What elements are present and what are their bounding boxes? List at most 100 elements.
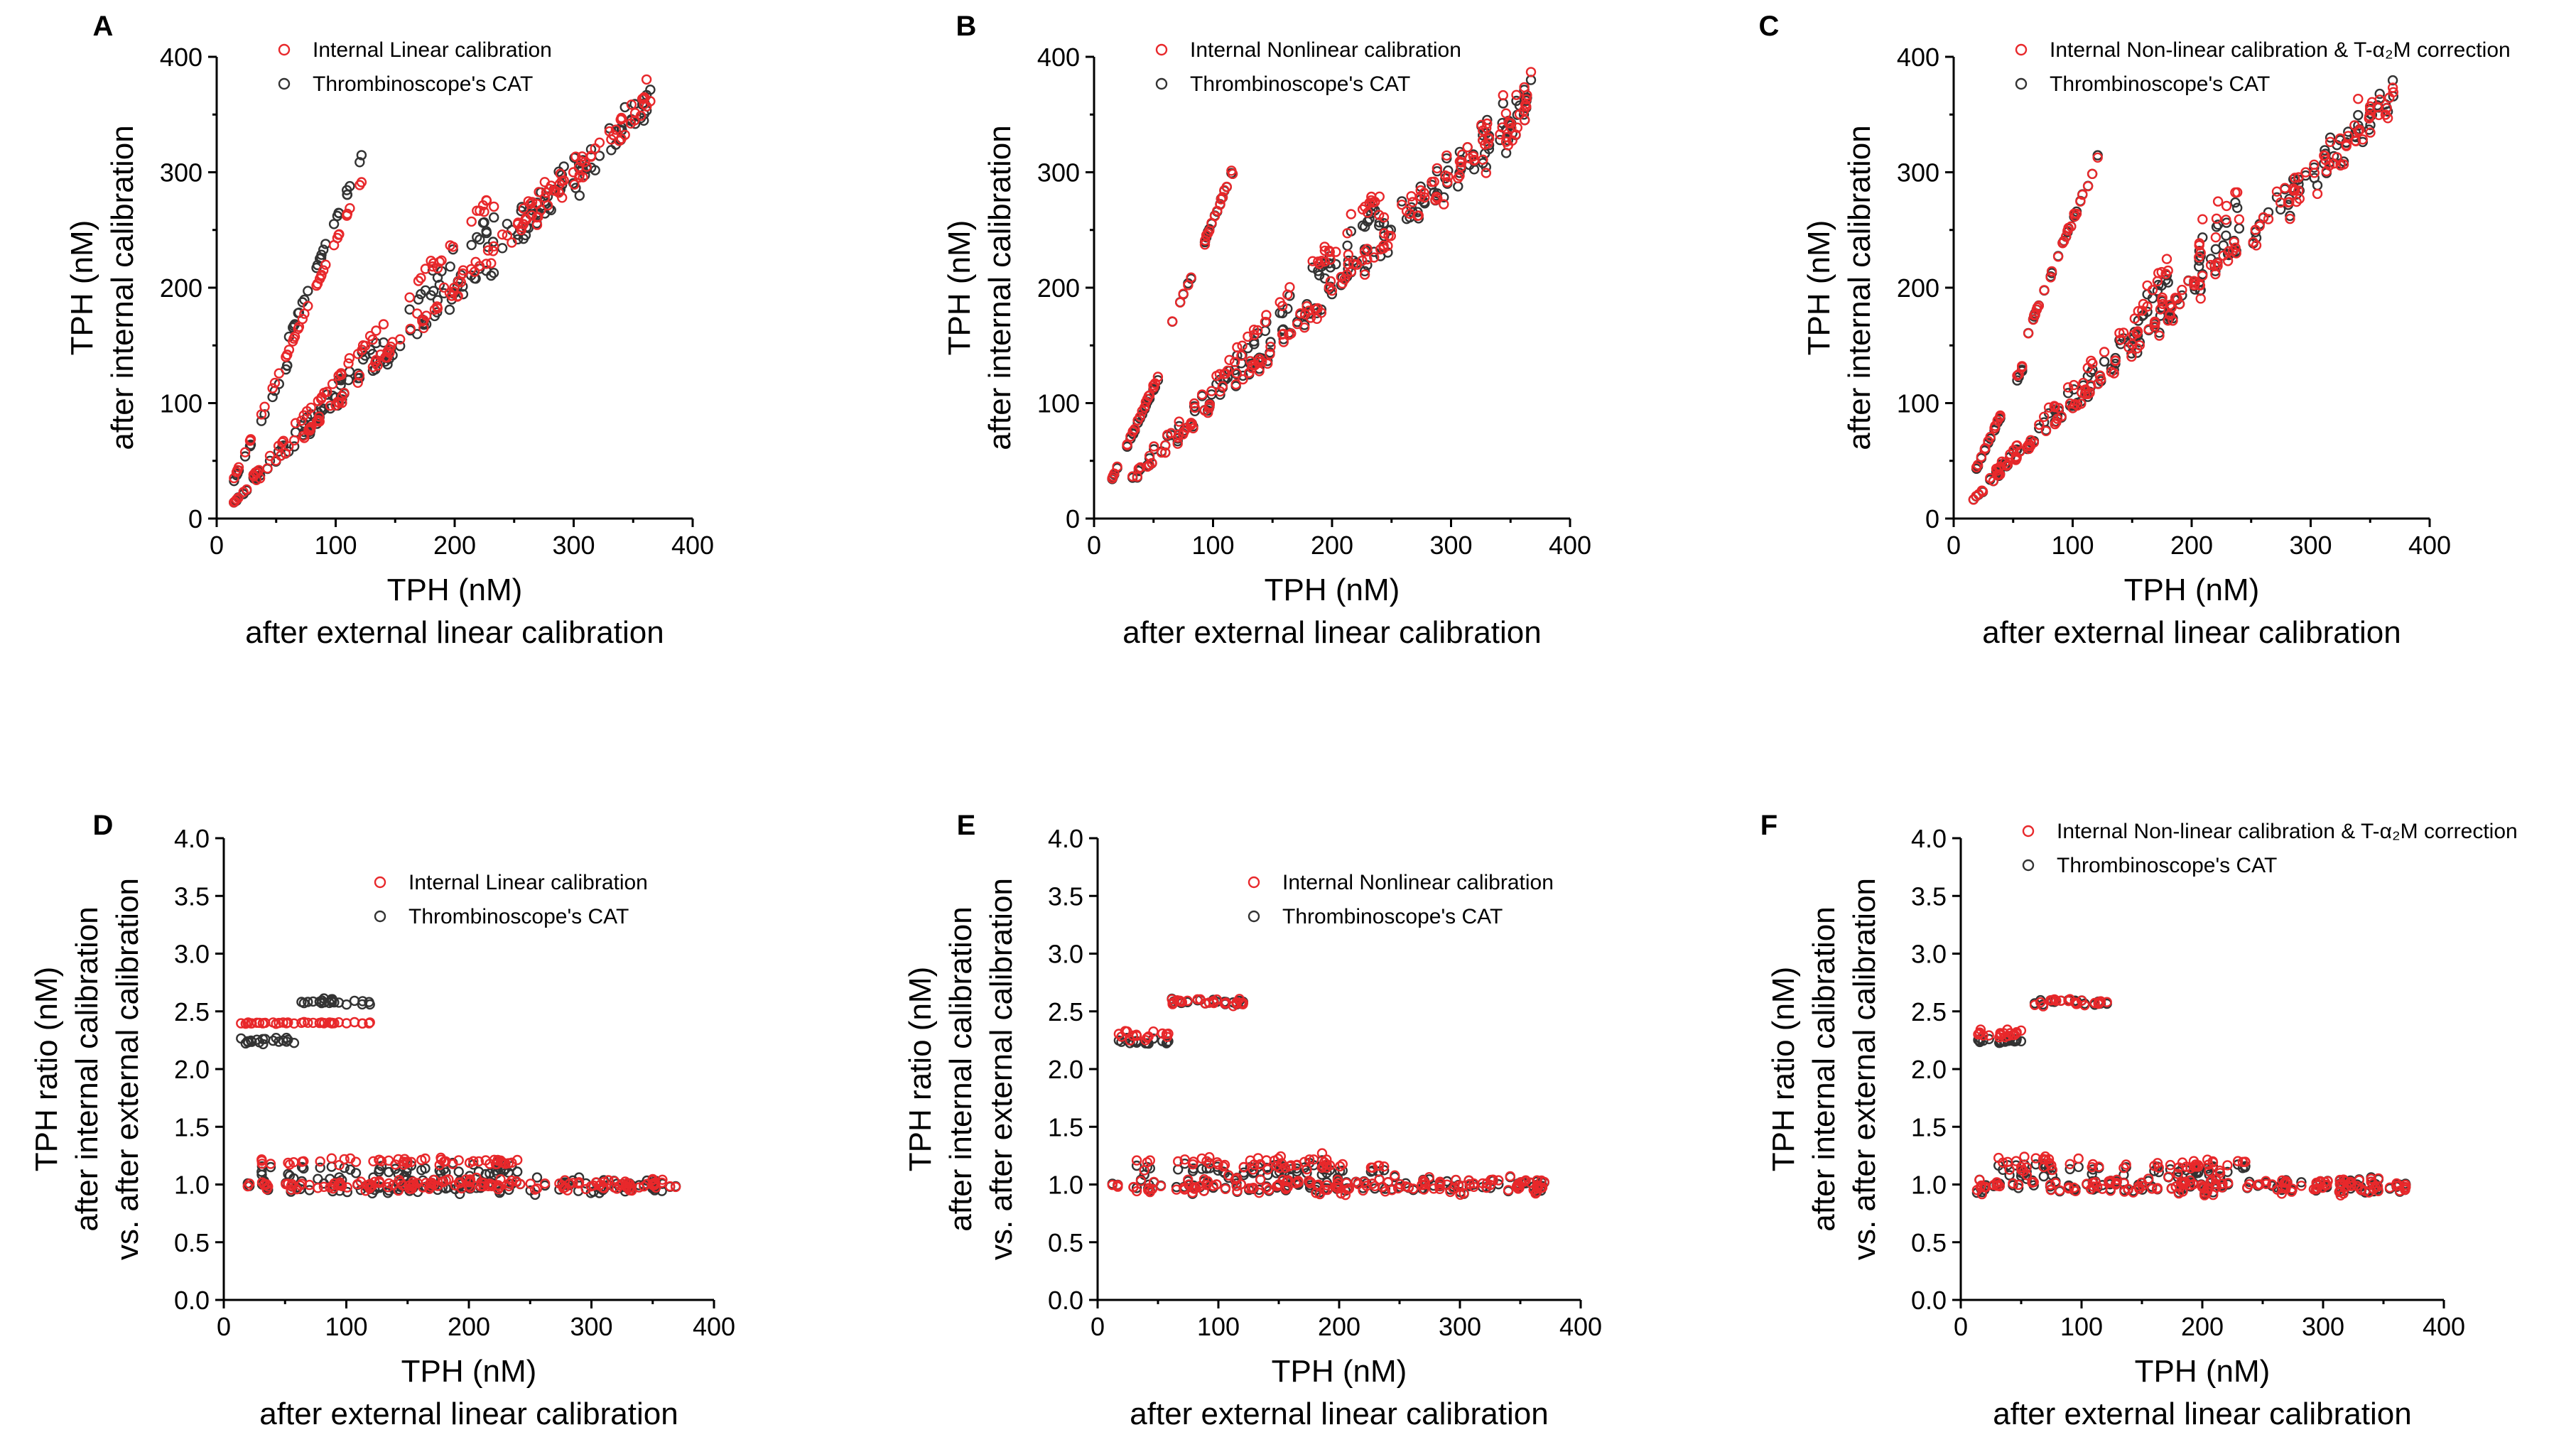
internal-point [1172,438,1183,449]
internal-point [1483,138,1493,149]
internal-point [394,1175,404,1186]
internal-point [1256,357,1267,367]
internal-point [2388,87,2399,98]
internal-point [1403,1182,1414,1193]
internal-point [1366,191,1377,202]
internal-point [1431,191,1442,202]
internal-point [2277,1175,2288,1186]
legend-marker [1155,43,1168,56]
legend: Internal Nonlinear calibration Thrombinos… [1248,871,1554,928]
internal-point [1187,1159,1198,1170]
internal-point [2149,321,2160,332]
internal-point [594,1180,605,1191]
legend-marker [278,43,291,56]
internal-point [2088,1181,2099,1192]
internal-point [2038,411,2050,422]
internal-point [296,1156,308,1167]
internal-point [357,340,369,351]
y-axis-title-line-1: TPH (nM) [65,220,99,356]
internal-point [2338,159,2349,170]
internal-point [299,308,310,319]
cat-point [466,239,477,251]
internal-point [2321,166,2332,177]
internal-point [1156,447,1167,458]
cat-point [364,999,375,1010]
internal-point [590,143,600,154]
cat-point [2234,223,2245,234]
internal-point [2077,190,2088,200]
internal-point [2023,328,2034,339]
internal-point [402,1157,413,1169]
internal-point [1174,297,1186,308]
internal-point [1144,390,1155,401]
x-axis-title: TPH (nM) [2135,1354,2271,1389]
data-markers [1107,67,1537,484]
internal-point [295,1180,305,1191]
x-tick-label: 0 [1091,1312,1105,1341]
x-axis-title: TPH (nM) [1272,1354,1407,1389]
legend-entry: Thrombinoscope's CAT [2050,72,2270,96]
internal-point [1132,471,1143,482]
cat-point [1278,324,1289,335]
internal-point [568,167,579,178]
internal-point [2142,280,2153,291]
internal-point [1179,1182,1189,1193]
internal-point [382,1181,394,1193]
internal-point [1174,416,1184,427]
cat-point [1163,1036,1174,1047]
internal-point [1976,1180,1987,1191]
internal-point [558,1183,569,1194]
internal-point [1261,310,1272,320]
internal-point [352,377,363,388]
internal-point [283,1157,293,1169]
internal-point [1269,1155,1280,1166]
x-tick-label: 0 [217,1312,231,1341]
internal-point [1434,1183,1445,1195]
internal-point [1343,1183,1355,1194]
cat-point [343,374,354,386]
cat-point [1998,1164,2008,1176]
internal-point [276,450,286,461]
cat-point [444,304,455,315]
legend-marker [374,910,386,923]
internal-point [2207,1189,2219,1200]
legend-marker [1248,876,1260,889]
cat-point [2325,132,2336,143]
cat-point [315,252,327,264]
y-tick-label: 3.5 [1048,882,1083,911]
internal-point [2309,168,2320,178]
internal-point [1362,244,1373,254]
legend: Internal Linear calibration Thrombinoscop… [374,871,648,928]
internal-point [2312,188,2323,200]
y-tick-label: 400 [160,43,202,72]
internal-point [2183,276,2194,286]
internal-point [2300,167,2311,178]
internal-point [1169,997,1179,1008]
internal-point [608,130,619,141]
internal-point [1362,207,1373,218]
internal-point [1284,330,1294,340]
internal-point [1219,998,1230,1009]
legend-marker [2022,825,2035,837]
internal-point [261,1179,272,1190]
internal-point [1481,1182,1492,1193]
legend: Internal Non-linear calibration & T-α₂M … [2015,38,2511,96]
internal-point [2082,181,2094,192]
internal-point [314,416,325,427]
internal-point [1406,191,1417,202]
x-axis-subtitle: after external linear calibration [1993,1397,2411,1431]
internal-point [573,161,585,173]
internal-point [2364,101,2376,112]
internal-point [2310,1184,2322,1195]
internal-point [2095,996,2106,1007]
internal-point [2177,284,2187,296]
cat-point [472,232,482,243]
cat-point [642,105,652,116]
internal-point [256,1177,268,1188]
cat-point [281,1036,292,1047]
internal-point [2285,213,2295,224]
internal-point [2034,419,2045,430]
y-tick-label: 0 [188,504,202,533]
internal-point [513,217,524,228]
x-tick-label: 400 [2423,1312,2465,1341]
